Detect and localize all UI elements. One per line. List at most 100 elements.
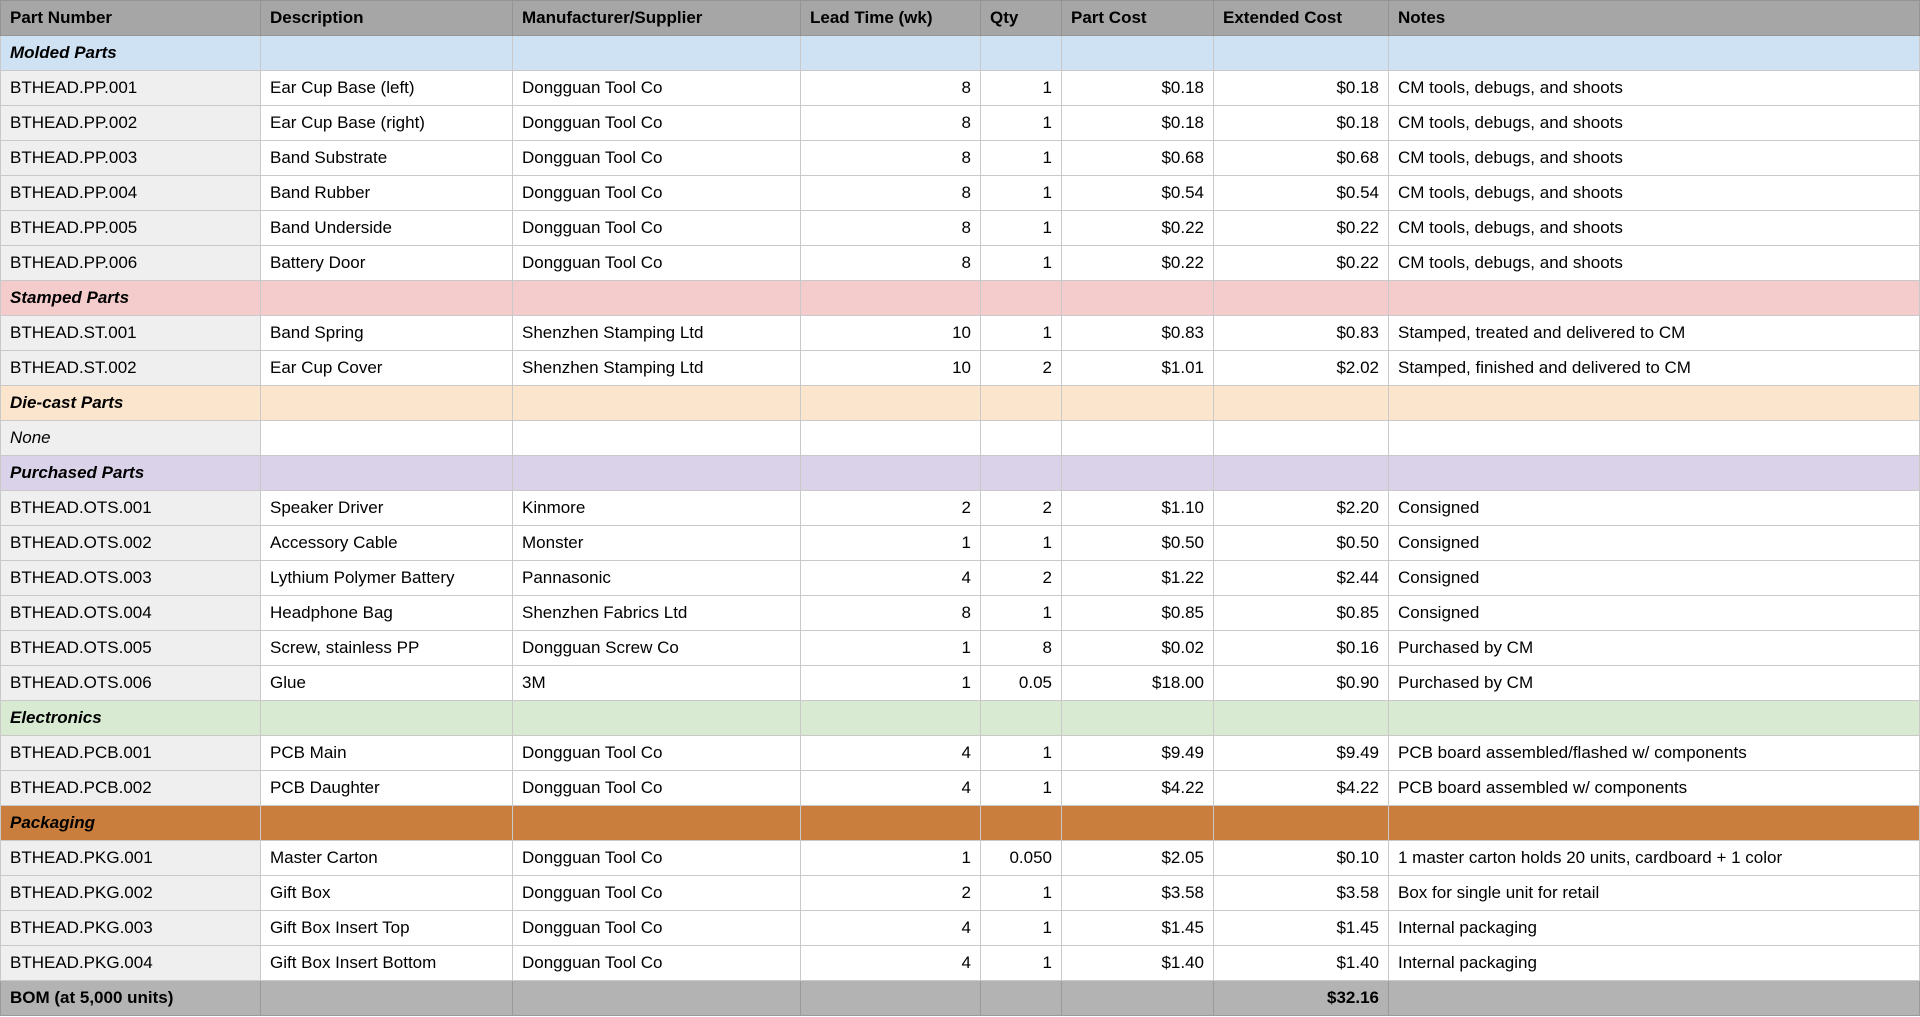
cell-lead-time[interactable]: 4 xyxy=(800,560,981,596)
column-header-part-cost[interactable]: Part Cost xyxy=(1061,0,1214,36)
section-cell[interactable] xyxy=(260,35,513,71)
cell-qty[interactable]: 1 xyxy=(980,245,1062,281)
cell-part-cost[interactable]: $0.54 xyxy=(1061,175,1214,211)
cell-lead-time[interactable]: 1 xyxy=(800,840,981,876)
cell-notes[interactable]: CM tools, debugs, and shoots xyxy=(1388,105,1920,141)
section-cell[interactable] xyxy=(1061,805,1214,841)
cell-part-number[interactable]: BTHEAD.OTS.002 xyxy=(0,525,261,561)
section-header-label[interactable]: Die-cast Parts xyxy=(0,385,261,421)
cell-description[interactable]: Gift Box xyxy=(260,875,513,911)
column-header-extended-cost[interactable]: Extended Cost xyxy=(1213,0,1389,36)
cell-notes[interactable]: CM tools, debugs, and shoots xyxy=(1388,70,1920,106)
cell-extended-cost[interactable]: $0.16 xyxy=(1213,630,1389,666)
section-cell[interactable] xyxy=(1061,385,1214,421)
cell-part-number[interactable]: BTHEAD.PP.002 xyxy=(0,105,261,141)
cell-qty[interactable]: 1 xyxy=(980,735,1062,771)
section-cell[interactable] xyxy=(1213,280,1389,316)
cell-extended-cost[interactable]: $1.45 xyxy=(1213,910,1389,946)
section-cell[interactable] xyxy=(1213,805,1389,841)
section-cell[interactable] xyxy=(980,280,1062,316)
cell-qty[interactable]: 1 xyxy=(980,105,1062,141)
cell-description[interactable]: Band Spring xyxy=(260,315,513,351)
section-cell[interactable] xyxy=(800,805,981,841)
cell-part-number[interactable]: None xyxy=(0,420,261,456)
cell-description[interactable]: Lythium Polymer Battery xyxy=(260,560,513,596)
cell-extended-cost[interactable]: $2.20 xyxy=(1213,490,1389,526)
cell-lead-time[interactable]: 8 xyxy=(800,245,981,281)
footer-cell[interactable] xyxy=(512,980,801,1016)
cell-qty[interactable]: 1 xyxy=(980,875,1062,911)
cell-notes[interactable]: CM tools, debugs, and shoots xyxy=(1388,210,1920,246)
cell-manufacturer[interactable]: Dongguan Tool Co xyxy=(512,735,801,771)
column-header-notes[interactable]: Notes xyxy=(1388,0,1920,36)
cell-part-number[interactable]: BTHEAD.ST.001 xyxy=(0,315,261,351)
cell-qty[interactable]: 0.05 xyxy=(980,665,1062,701)
section-cell[interactable] xyxy=(1061,700,1214,736)
cell-manufacturer[interactable]: Dongguan Tool Co xyxy=(512,770,801,806)
cell-manufacturer[interactable]: Shenzhen Stamping Ltd xyxy=(512,315,801,351)
section-cell[interactable] xyxy=(260,385,513,421)
cell-qty[interactable]: 1 xyxy=(980,175,1062,211)
cell-part-number[interactable]: BTHEAD.PCB.001 xyxy=(0,735,261,771)
cell-part-number[interactable]: BTHEAD.OTS.003 xyxy=(0,560,261,596)
cell-extended-cost[interactable]: $0.10 xyxy=(1213,840,1389,876)
column-header-part-number[interactable]: Part Number xyxy=(0,0,261,36)
footer-cell[interactable] xyxy=(980,980,1062,1016)
cell-part-cost[interactable]: $0.02 xyxy=(1061,630,1214,666)
cell-part-cost[interactable]: $0.68 xyxy=(1061,140,1214,176)
column-header-description[interactable]: Description xyxy=(260,0,513,36)
cell-part-number[interactable]: BTHEAD.PKG.003 xyxy=(0,910,261,946)
cell-part-cost[interactable]: $0.83 xyxy=(1061,315,1214,351)
cell-extended-cost[interactable]: $0.18 xyxy=(1213,70,1389,106)
section-cell[interactable] xyxy=(1061,35,1214,71)
section-cell[interactable] xyxy=(800,700,981,736)
cell-description[interactable]: Screw, stainless PP xyxy=(260,630,513,666)
section-cell[interactable] xyxy=(1388,385,1920,421)
cell-part-number[interactable]: BTHEAD.PKG.001 xyxy=(0,840,261,876)
cell-qty[interactable]: 1 xyxy=(980,945,1062,981)
cell-notes[interactable]: 1 master carton holds 20 units, cardboar… xyxy=(1388,840,1920,876)
cell-qty[interactable]: 1 xyxy=(980,525,1062,561)
section-cell[interactable] xyxy=(1388,805,1920,841)
cell-lead-time[interactable]: 8 xyxy=(800,595,981,631)
cell-qty[interactable]: 0.050 xyxy=(980,840,1062,876)
cell-lead-time[interactable]: 8 xyxy=(800,210,981,246)
cell-part-number[interactable]: BTHEAD.PP.004 xyxy=(0,175,261,211)
cell-description[interactable]: Ear Cup Base (right) xyxy=(260,105,513,141)
cell-part-cost[interactable] xyxy=(1061,420,1214,456)
cell-qty[interactable]: 2 xyxy=(980,350,1062,386)
cell-manufacturer[interactable]: Dongguan Tool Co xyxy=(512,140,801,176)
cell-manufacturer[interactable]: Shenzhen Fabrics Ltd xyxy=(512,595,801,631)
cell-lead-time[interactable]: 8 xyxy=(800,140,981,176)
cell-manufacturer[interactable]: Dongguan Screw Co xyxy=(512,630,801,666)
cell-part-cost[interactable]: $1.22 xyxy=(1061,560,1214,596)
section-header-label[interactable]: Electronics xyxy=(0,700,261,736)
cell-part-number[interactable]: BTHEAD.PP.003 xyxy=(0,140,261,176)
cell-part-number[interactable]: BTHEAD.OTS.004 xyxy=(0,595,261,631)
cell-part-number[interactable]: BTHEAD.PP.001 xyxy=(0,70,261,106)
cell-lead-time[interactable]: 8 xyxy=(800,175,981,211)
cell-extended-cost[interactable]: $2.44 xyxy=(1213,560,1389,596)
cell-part-cost[interactable]: $1.01 xyxy=(1061,350,1214,386)
section-cell[interactable] xyxy=(980,805,1062,841)
cell-manufacturer[interactable]: Dongguan Tool Co xyxy=(512,245,801,281)
cell-extended-cost[interactable]: $0.85 xyxy=(1213,595,1389,631)
section-cell[interactable] xyxy=(512,700,801,736)
cell-manufacturer[interactable]: Dongguan Tool Co xyxy=(512,105,801,141)
cell-notes[interactable]: Stamped, finished and delivered to CM xyxy=(1388,350,1920,386)
section-cell[interactable] xyxy=(1213,455,1389,491)
section-cell[interactable] xyxy=(512,455,801,491)
cell-lead-time[interactable]: 4 xyxy=(800,910,981,946)
cell-extended-cost[interactable]: $0.22 xyxy=(1213,210,1389,246)
cell-extended-cost[interactable]: $0.18 xyxy=(1213,105,1389,141)
section-cell[interactable] xyxy=(512,280,801,316)
cell-extended-cost[interactable] xyxy=(1213,420,1389,456)
section-cell[interactable] xyxy=(1061,280,1214,316)
cell-description[interactable]: Ear Cup Cover xyxy=(260,350,513,386)
cell-description[interactable]: Accessory Cable xyxy=(260,525,513,561)
cell-description[interactable]: Gift Box Insert Top xyxy=(260,910,513,946)
section-header-label[interactable]: Molded Parts xyxy=(0,35,261,71)
footer-cell[interactable] xyxy=(1061,980,1214,1016)
cell-notes[interactable]: Internal packaging xyxy=(1388,910,1920,946)
cell-part-cost[interactable]: $1.45 xyxy=(1061,910,1214,946)
